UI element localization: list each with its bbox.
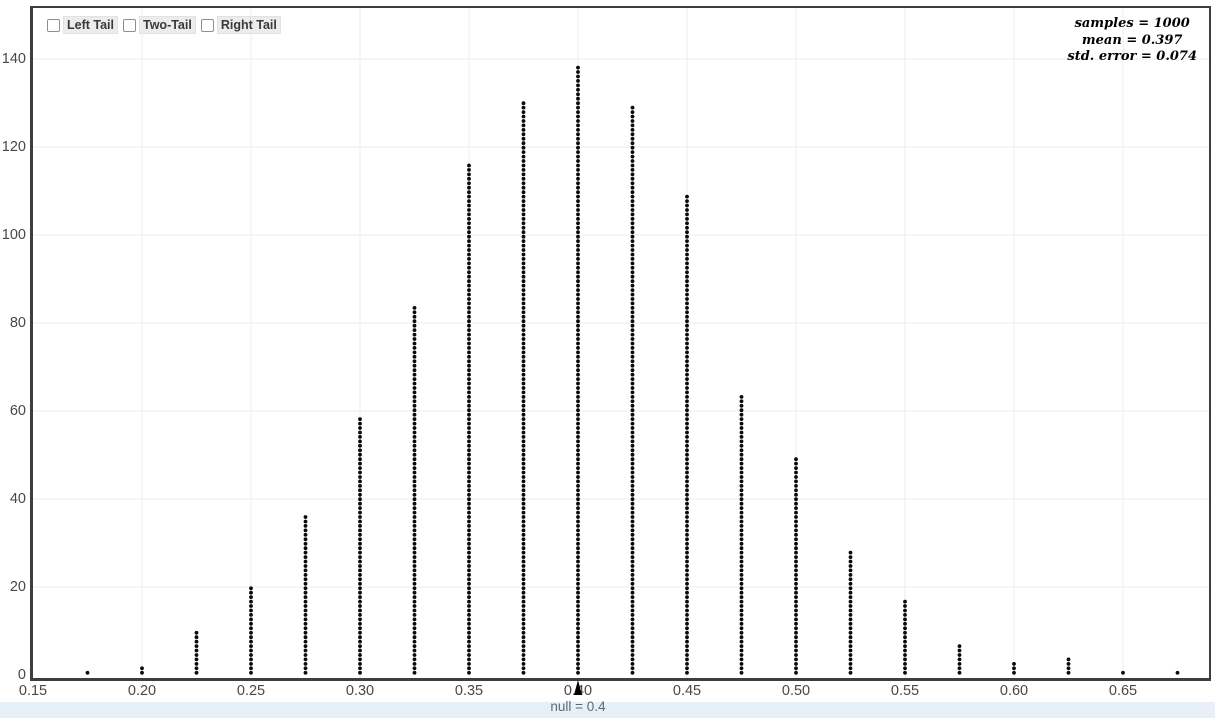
x-tick-label: 0.55: [890, 683, 920, 699]
y-tick-label: 100: [1, 227, 26, 243]
left-tail-checkbox[interactable]: [47, 18, 60, 32]
two-tail-label: Two-Tail: [139, 16, 196, 34]
y-tick-label: 80: [9, 315, 26, 331]
checkbox-group-left-tail[interactable]: Left Tail: [47, 16, 118, 34]
y-tick-label: 120: [1, 139, 26, 155]
x-tick-label: 0.30: [345, 683, 375, 699]
left-tail-label: Left Tail: [63, 16, 118, 34]
dot-plot-canvas: [33, 8, 1209, 678]
right-tail-label: Right Tail: [216, 16, 281, 34]
checkbox-group-right-tail[interactable]: Right Tail: [200, 16, 281, 34]
x-tick-label: 0.65: [1108, 683, 1138, 699]
y-tick-label: 40: [9, 491, 26, 507]
x-tick-label: 0.45: [672, 683, 702, 699]
stats-line: std. error = 0.074: [1067, 49, 1197, 64]
x-tick-label: 0.50: [781, 683, 811, 699]
stats-panel: samples = 1000 mean = 0.397 std. error = 0…: [1067, 16, 1197, 66]
x-tick-label: 0.35: [454, 683, 484, 699]
null-marker-icon[interactable]: [573, 680, 582, 695]
plot-area: Left Tail Two-Tail Right Tail samples = 10…: [30, 6, 1211, 681]
bottom-panel-strip: [0, 702, 1215, 718]
y-tick-label: 0: [17, 667, 26, 683]
y-tick-label: 140: [1, 51, 26, 67]
x-tick-label: 0.25: [236, 683, 266, 699]
x-tick-label: 0.20: [127, 683, 157, 699]
right-tail-checkbox[interactable]: [200, 18, 214, 32]
two-tail-checkbox[interactable]: [123, 18, 136, 32]
stats-line: samples = 1000: [1074, 16, 1190, 31]
x-tick-label: 0.60: [999, 683, 1029, 699]
y-tick-label: 60: [9, 403, 26, 419]
checkbox-group-two-tail[interactable]: Two-Tail: [123, 16, 196, 34]
x-tick-label: 0.15: [18, 683, 48, 699]
y-tick-label: 20: [9, 579, 26, 595]
tail-controls: Left Tail Two-Tail Right Tail: [47, 16, 281, 34]
stats-line: mean = 0.397: [1081, 32, 1183, 48]
null-value-label: null = 0.4: [550, 699, 606, 714]
